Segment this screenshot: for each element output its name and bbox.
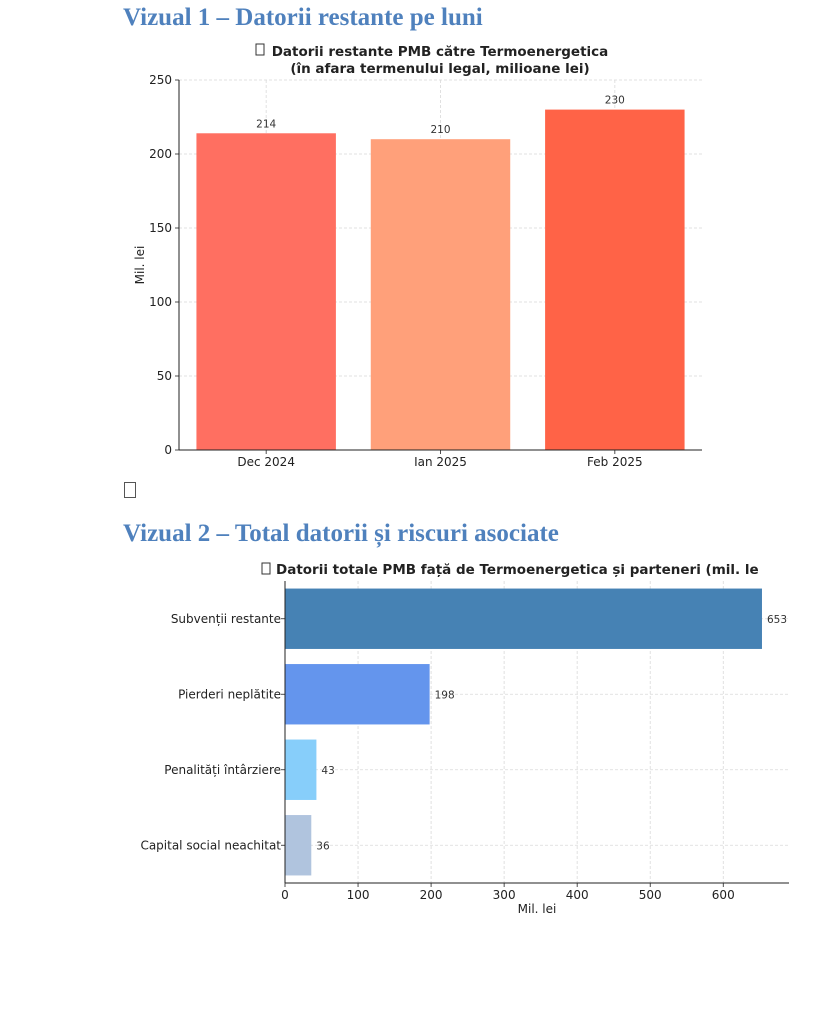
- visual-1-heading: Vizual 1 – Datorii restante pe luni: [123, 4, 483, 31]
- chart1-data-label-2: 230: [605, 95, 625, 107]
- chart2-bar-0: [285, 588, 762, 649]
- chart2-data-label-1: 198: [435, 689, 455, 701]
- chart1-ytick-label-1: 50: [157, 369, 172, 383]
- chart2-bar-1: [285, 664, 430, 725]
- chart2-xtick-label-1: 100: [347, 888, 370, 902]
- chart2-bar-3: [285, 815, 312, 876]
- chart2-category-label-0: Subvenții restante: [171, 612, 281, 626]
- chart1-title-line1: Datorii restante PMB către Termoenergeti…: [272, 44, 609, 60]
- chart2-xtick-label-3: 300: [493, 888, 516, 902]
- chart1-bar-2: [545, 109, 685, 450]
- chart1-title-line2: (în afara termenului legal, milioane lei…: [290, 61, 589, 77]
- chart2-category-label-2: Penalități întârziere: [164, 763, 281, 777]
- chart2-xtick-label-2: 200: [420, 888, 443, 902]
- chart1-y-ticks: 0 50 100 150 200 250: [149, 73, 179, 457]
- chart2-xtick-label-6: 600: [712, 888, 735, 902]
- chart2-x-axis-label: Mil. lei: [518, 902, 557, 916]
- chart2-x-ticks: 0 100 200 300 400 500 600: [281, 883, 735, 902]
- chart2-xtick-label-0: 0: [281, 888, 289, 902]
- chart1-bar-0: [196, 133, 336, 450]
- chart2-axes: [284, 581, 789, 884]
- chart1-xtick-label-1: Ian 2025: [414, 455, 467, 469]
- chart1-bars: [196, 109, 685, 450]
- placeholder-glyph-icon: [124, 482, 136, 498]
- chart1-ytick-label-2: 100: [149, 295, 172, 309]
- chart2-bars: [285, 588, 762, 876]
- chart1-y-axis-label: Mil. lei: [133, 246, 147, 285]
- chart2-category-label-3: Capital social neachitat: [140, 838, 281, 852]
- chart1-ytick-label-3: 150: [149, 221, 172, 235]
- chart1-data-label-0: 214: [256, 118, 276, 130]
- chart2-data-label-0: 653: [767, 614, 787, 626]
- chart1-ytick-label-5: 250: [149, 73, 172, 87]
- chart1-xtick-label-2: Feb 2025: [587, 455, 643, 469]
- chart2-data-label-3: 36: [316, 840, 330, 852]
- chart1-title-emoji-icon: [255, 43, 265, 56]
- chart1-xtick-label-0: Dec 2024: [237, 455, 295, 469]
- chart1-data-label-1: 210: [430, 124, 450, 136]
- chart1-title-group: Datorii restante PMB către Termoenergeti…: [255, 43, 609, 77]
- chart2-category-ticks: Subvenții restante Pierderi neplătite Pena…: [140, 612, 285, 852]
- chart2-xtick-label-4: 400: [566, 888, 589, 902]
- monthly-arrears-bar-chart: 214 210 230 0 50 100 150 200 250 Dec 2024 Ian 20…: [133, 43, 702, 469]
- chart2-title-emoji-icon: [261, 562, 271, 575]
- chart1-ytick-label-4: 200: [149, 147, 172, 161]
- chart2-bar-2: [285, 739, 317, 800]
- chart1-x-ticks: Dec 2024 Ian 2025 Feb 2025: [237, 450, 643, 469]
- chart2-data-labels: 653 198 43 36: [316, 614, 787, 853]
- visual-2-heading: Vizual 2 – Total datorii și riscuri asoc…: [123, 520, 559, 547]
- chart1-bar-1: [370, 139, 511, 450]
- chart1-ytick-label-0: 0: [164, 443, 172, 457]
- chart1-data-labels: 214 210 230: [256, 95, 625, 137]
- chart2-title: Datorii totale PMB față de Termoenergeti…: [276, 562, 759, 578]
- chart2-data-label-2: 43: [321, 765, 334, 777]
- chart2-xtick-label-5: 500: [639, 888, 662, 902]
- chart2-category-label-1: Pierderi neplătite: [178, 687, 281, 701]
